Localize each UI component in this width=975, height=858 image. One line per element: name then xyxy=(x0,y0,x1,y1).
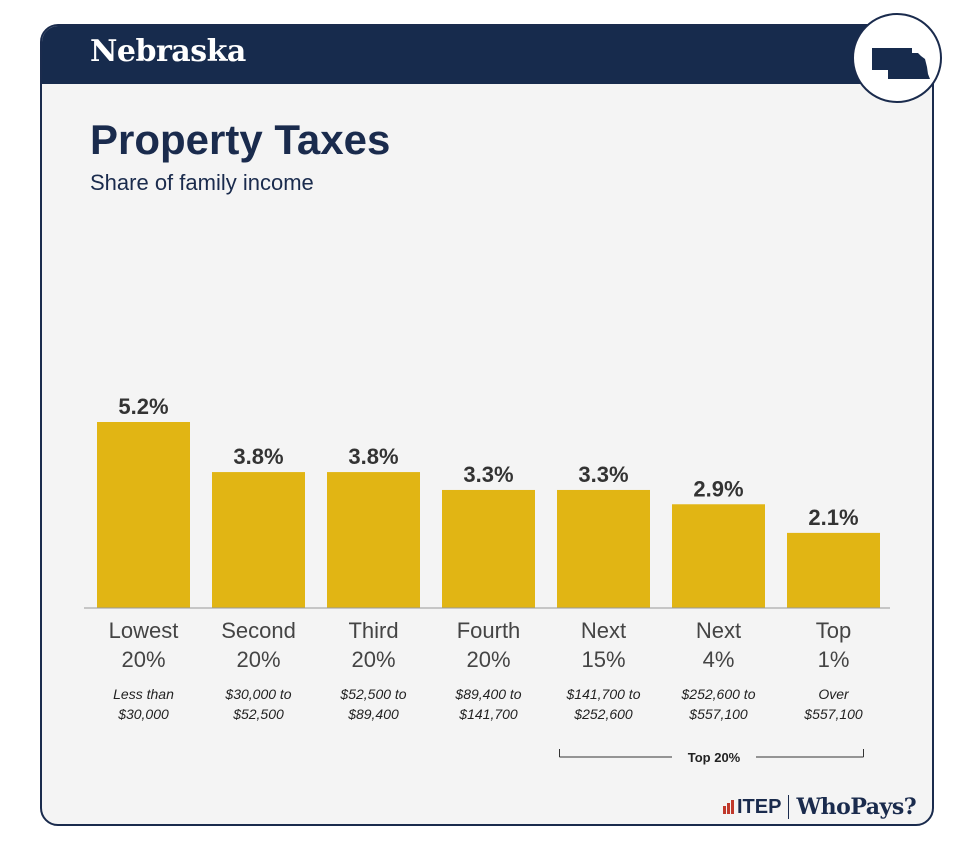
income-range-label: Less than xyxy=(113,686,174,702)
bar xyxy=(672,504,765,608)
chart-subtitle: Share of family income xyxy=(90,170,314,195)
state-badge xyxy=(852,13,942,103)
bar xyxy=(327,472,420,608)
income-range-label: $30,000 xyxy=(117,706,169,722)
income-range-label: Over xyxy=(818,686,850,702)
bar xyxy=(442,489,535,608)
bracket-label: Top 20% xyxy=(688,750,741,765)
income-range-label: $52,500 xyxy=(232,706,284,722)
bar-value-label: 3.3% xyxy=(578,462,628,487)
income-range-label: $89,400 xyxy=(347,706,399,722)
logo-divider xyxy=(788,795,790,819)
category-label: Fourth xyxy=(457,618,521,643)
category-label: Top xyxy=(816,618,851,643)
category-label: 15% xyxy=(581,647,625,672)
nebraska-map-icon xyxy=(872,48,930,79)
income-range-label: $557,100 xyxy=(688,706,748,722)
category-label: Second xyxy=(221,618,296,643)
income-range-label: $557,100 xyxy=(803,706,863,722)
header-bar: Nebraska xyxy=(42,26,932,84)
income-range-label: $141,700 to xyxy=(566,686,641,702)
bar-value-label: 3.8% xyxy=(233,444,283,469)
chart-title: Property Taxes xyxy=(90,116,391,163)
category-label: Next xyxy=(696,618,741,643)
bar-value-label: 3.8% xyxy=(348,444,398,469)
category-label: 20% xyxy=(236,647,280,672)
itep-logo-text: ITEP xyxy=(737,795,782,818)
bar xyxy=(787,532,880,608)
footer-logo: ITEP WhoPays? xyxy=(723,790,917,824)
bar-value-label: 5.2% xyxy=(118,394,168,419)
bar xyxy=(97,422,190,608)
income-range-label: $252,600 xyxy=(573,706,633,722)
bar-value-label: 3.3% xyxy=(463,462,513,487)
income-range-label: $89,400 to xyxy=(454,686,521,702)
category-label: 20% xyxy=(121,647,165,672)
category-label: 4% xyxy=(703,647,735,672)
income-range-label: $52,500 to xyxy=(339,686,406,702)
bar xyxy=(557,489,650,608)
state-name: Nebraska xyxy=(90,34,246,69)
category-label: Lowest xyxy=(109,618,179,643)
category-label: 20% xyxy=(351,647,395,672)
category-label: 20% xyxy=(466,647,510,672)
whopays-logo-text: WhoPays? xyxy=(796,794,917,820)
bar-value-label: 2.9% xyxy=(693,476,743,501)
income-range-label: $252,600 to xyxy=(681,686,756,702)
bar xyxy=(212,472,305,608)
bar-value-label: 2.1% xyxy=(808,505,858,530)
category-label: 1% xyxy=(818,647,850,672)
category-label: Next xyxy=(581,618,626,643)
category-label: Third xyxy=(348,618,398,643)
income-range-label: $30,000 to xyxy=(224,686,291,702)
itep-bars-icon xyxy=(723,800,734,814)
income-range-label: $141,700 xyxy=(458,706,518,722)
